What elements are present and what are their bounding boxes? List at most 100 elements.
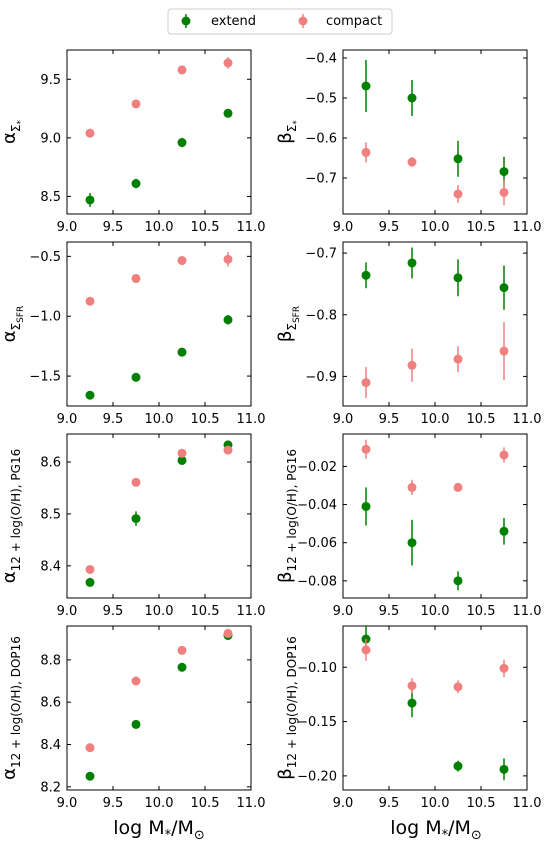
data-point-compact [131,477,141,487]
data-point-extend [407,698,417,708]
y-tick-label: 8.5 [40,190,61,205]
x-tick-label: 10.5 [467,796,496,811]
data-point-extend [131,372,141,382]
data-point-extend [131,179,141,189]
x-tick-label: 9.0 [57,604,78,619]
x-tick-label: 9.5 [379,604,400,619]
y-axis-label: α12 + log(O/H), DOP16 [0,636,23,780]
y-axis-label: β12 + log(O/H), PG16 [275,449,299,583]
data-point-compact [453,682,463,692]
data-point-compact [223,445,233,455]
data-point-compact [499,450,509,460]
x-tick-label: 10.5 [467,604,496,619]
x-tick-label: 10.0 [421,220,450,235]
x-tick-label: 10.0 [421,412,450,427]
x-tick-label: 11.0 [237,220,266,235]
data-point-extend [407,93,417,103]
panel-beta-oh-pg16: 9.0 9.5 10.0 10.5 11.0 −0.08 −0.06 −0.04 −0.02β1… [275,433,542,619]
x-tick-label: 9.0 [57,412,78,427]
y-tick-label: 8.6 [40,456,61,471]
panel-beta-sigma-sfr: 9.0 9.5 10.0 10.5 11.0 −0.9 −0.8 −0.7 βΣSFR [275,241,541,427]
x-tick-label: 9.5 [103,220,124,235]
x-tick-label: 9.0 [333,220,354,235]
x-tick-label: 10.5 [191,796,220,811]
data-point-extend [85,195,95,205]
y-tick-label: −0.5 [305,92,337,107]
x-axis-label-left: log M*/M⊙ [113,817,205,843]
x-tick-label: 10.0 [145,604,174,619]
axes-frame [342,625,528,791]
legend: extend compact [167,8,393,35]
y-tick-label: −0.04 [297,498,337,513]
data-point-compact [453,482,463,492]
y-tick-label: −0.9 [305,370,337,385]
y-tick-label: −0.20 [297,769,337,784]
data-point-compact [407,482,417,492]
data-point-extend [361,501,371,511]
y-axis-label: α12 + log(O/H), PG16 [0,449,23,583]
x-tick-label: 10.5 [467,220,496,235]
panel-alpha-oh-dop16: 9.0 9.5 10.0 10.5 11.0 8.2 8.4 8.6 8.8 α12 + log(… [0,625,265,811]
y-axis-label: αΣSFR [0,306,26,343]
axes-frame [66,625,252,791]
data-point-compact [85,743,95,753]
axes-frame [66,49,252,215]
y-tick-label: −0.02 [297,460,337,475]
data-point-compact [499,663,509,673]
data-point-extend [361,270,371,280]
data-point-compact [223,628,233,638]
data-point-extend [499,167,509,177]
panel-beta-sigma-star: 9.0 9.5 10.0 10.5 11.0 −0.7 −0.6 −0.5 −0.4 βΣ* [275,49,541,235]
y-tick-label: 8.5 [40,507,61,522]
y-tick-label: −0.4 [305,52,337,67]
x-tick-label: 10.0 [145,220,174,235]
x-tick-label: 11.0 [513,604,542,619]
data-point-extend [223,315,233,325]
y-tick-label: 8.8 [40,653,61,668]
data-point-extend [453,273,463,283]
data-point-extend [499,283,509,293]
data-point-compact [131,274,141,284]
legend-entry-compact: compact [298,14,382,29]
data-point-extend [407,538,417,548]
legend-marker [298,16,308,26]
data-point-extend [177,455,187,465]
data-point-compact [85,296,95,306]
data-point-extend [177,347,187,357]
data-point-extend [499,526,509,536]
data-point-extend [85,771,95,781]
y-tick-label: 9.0 [40,131,61,146]
data-point-compact [85,564,95,574]
x-tick-label: 9.0 [333,412,354,427]
data-point-compact [177,448,187,458]
y-tick-label: −0.5 [29,250,61,265]
data-point-compact [361,645,371,655]
x-tick-label: 10.5 [191,604,220,619]
y-tick-label: 8.4 [40,559,61,574]
x-tick-label: 9.5 [379,220,400,235]
y-tick-label: 8.2 [40,780,61,795]
data-point-compact [177,645,187,655]
y-tick-label: −0.08 [297,574,337,589]
data-point-extend [223,108,233,118]
data-point-extend [85,390,95,400]
legend-frame [167,8,393,35]
data-point-compact [223,58,233,68]
legend-entry-extend: extend [181,14,256,29]
data-point-extend [499,764,509,774]
x-tick-label: 11.0 [237,412,266,427]
x-tick-label: 9.5 [103,796,124,811]
y-tick-label: −0.15 [297,715,337,730]
x-tick-label: 10.0 [145,796,174,811]
x-tick-label: 10.0 [421,796,450,811]
data-point-compact [361,147,371,157]
data-point-extend [131,514,141,524]
x-tick-label: 10.5 [191,412,220,427]
data-point-compact [407,157,417,167]
panel-alpha-sigma-sfr: 9.0 9.5 10.0 10.5 11.0 −1.5 −1.0 −0.5 αΣSFR [0,241,266,427]
y-tick-label: 8.4 [40,738,61,753]
y-tick-label: −1.0 [29,310,61,325]
data-point-compact [131,676,141,686]
x-tick-label: 11.0 [237,604,266,619]
